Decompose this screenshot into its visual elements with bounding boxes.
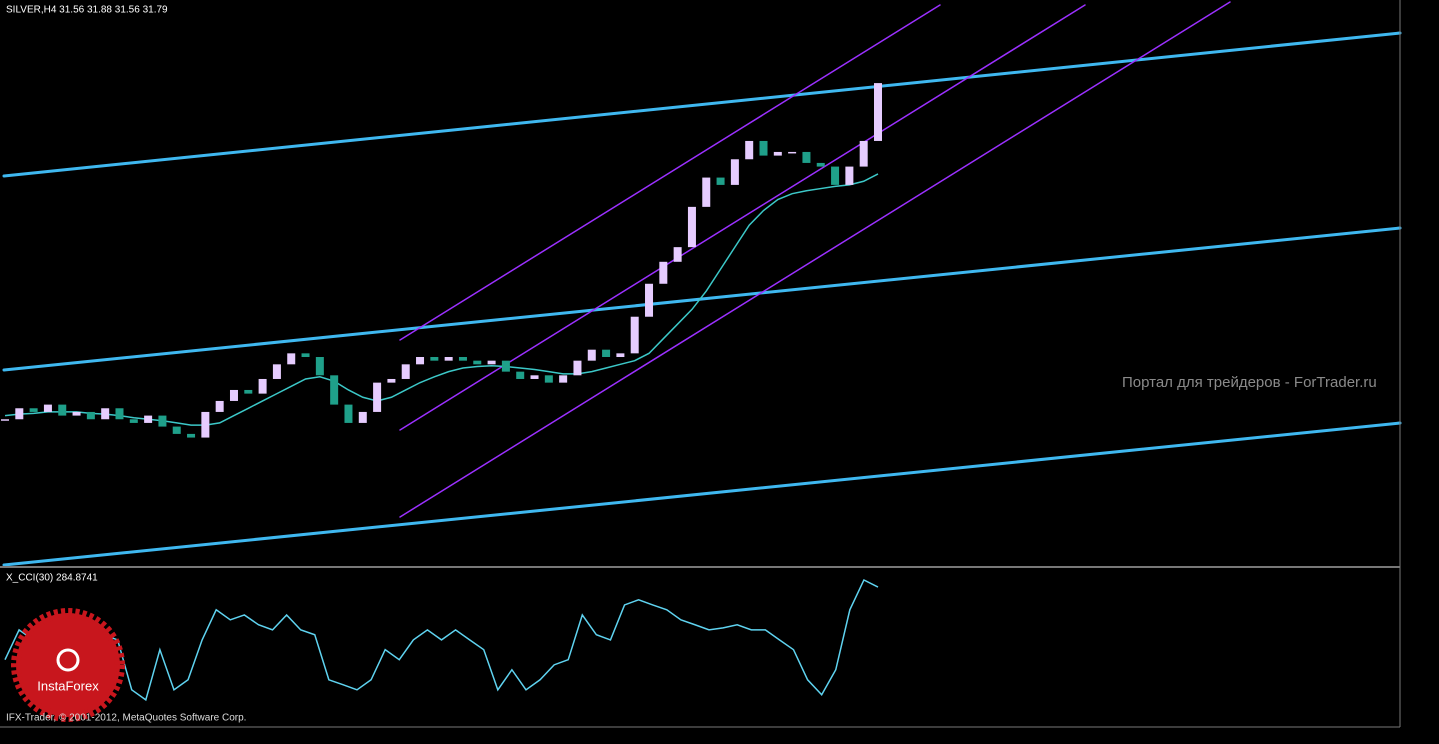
candle — [616, 353, 625, 358]
candle — [516, 371, 525, 379]
indicator-line — [4, 578, 879, 702]
trend-line — [2, 226, 1402, 372]
candle — [301, 353, 310, 358]
candle — [659, 261, 668, 284]
candle — [201, 411, 210, 438]
watermark: Портал для трейдеров - ForTrader.ru — [1122, 374, 1377, 391]
channel-line — [399, 4, 1086, 431]
candle — [602, 349, 611, 358]
candle — [773, 151, 782, 156]
candle — [229, 389, 238, 401]
candle — [473, 360, 482, 365]
candle — [687, 206, 696, 248]
logo-icon — [56, 648, 80, 672]
marks — [1, 83, 882, 702]
trend-line — [2, 421, 1402, 567]
candle — [58, 404, 67, 416]
candle — [358, 411, 367, 423]
candle — [501, 360, 510, 372]
candle — [831, 166, 840, 185]
candle — [1, 419, 9, 421]
candle — [645, 283, 654, 317]
candle — [702, 177, 711, 207]
candle — [344, 404, 353, 423]
candle — [559, 375, 568, 383]
candle — [101, 408, 110, 420]
logo: InstaForex — [11, 608, 125, 722]
candle — [874, 83, 882, 141]
candle — [387, 378, 396, 383]
candle — [330, 375, 339, 405]
candle — [845, 166, 854, 185]
copyright: IFX-Trader, © 2001-2012, MetaQuotes Soft… — [6, 713, 246, 724]
candle — [788, 151, 797, 154]
candle — [43, 404, 52, 412]
candle — [72, 411, 81, 416]
candle — [129, 419, 138, 423]
candle — [272, 364, 281, 379]
trend-lines — [2, 1, 1402, 567]
candle — [487, 360, 496, 365]
candle — [315, 357, 324, 376]
candle — [187, 433, 196, 438]
candle — [158, 415, 167, 427]
candle — [859, 140, 868, 167]
candle — [745, 140, 754, 160]
candle — [86, 411, 95, 420]
candle — [630, 316, 639, 354]
candle — [587, 349, 596, 361]
candle — [115, 408, 124, 420]
logo-badge — [11, 608, 125, 722]
candle — [287, 353, 296, 365]
candle — [673, 247, 682, 262]
candle — [144, 415, 153, 423]
indicator-title: X_CCI(30) 284.8741 — [6, 573, 98, 584]
candle — [29, 408, 38, 412]
candle — [444, 357, 453, 361]
candle — [716, 177, 725, 185]
candle — [816, 162, 825, 167]
candle — [244, 389, 253, 394]
candle — [15, 408, 24, 420]
candle — [215, 400, 224, 412]
candle — [730, 159, 739, 185]
candle — [802, 151, 811, 163]
logo-text: InstaForex — [37, 678, 99, 693]
candle — [373, 382, 382, 412]
candle — [430, 357, 439, 361]
channel-line — [399, 4, 941, 341]
candle — [401, 364, 410, 379]
candle — [416, 357, 425, 365]
trend-line — [2, 31, 1402, 178]
candle — [544, 375, 553, 383]
channel-line — [399, 1, 1231, 518]
candle — [759, 140, 768, 156]
chart-title: SILVER,H4 31.56 31.88 31.56 31.79 — [6, 5, 168, 16]
candle — [172, 426, 181, 434]
candle — [258, 378, 267, 394]
candle — [458, 357, 467, 361]
candle — [573, 360, 582, 376]
candle — [530, 375, 539, 379]
